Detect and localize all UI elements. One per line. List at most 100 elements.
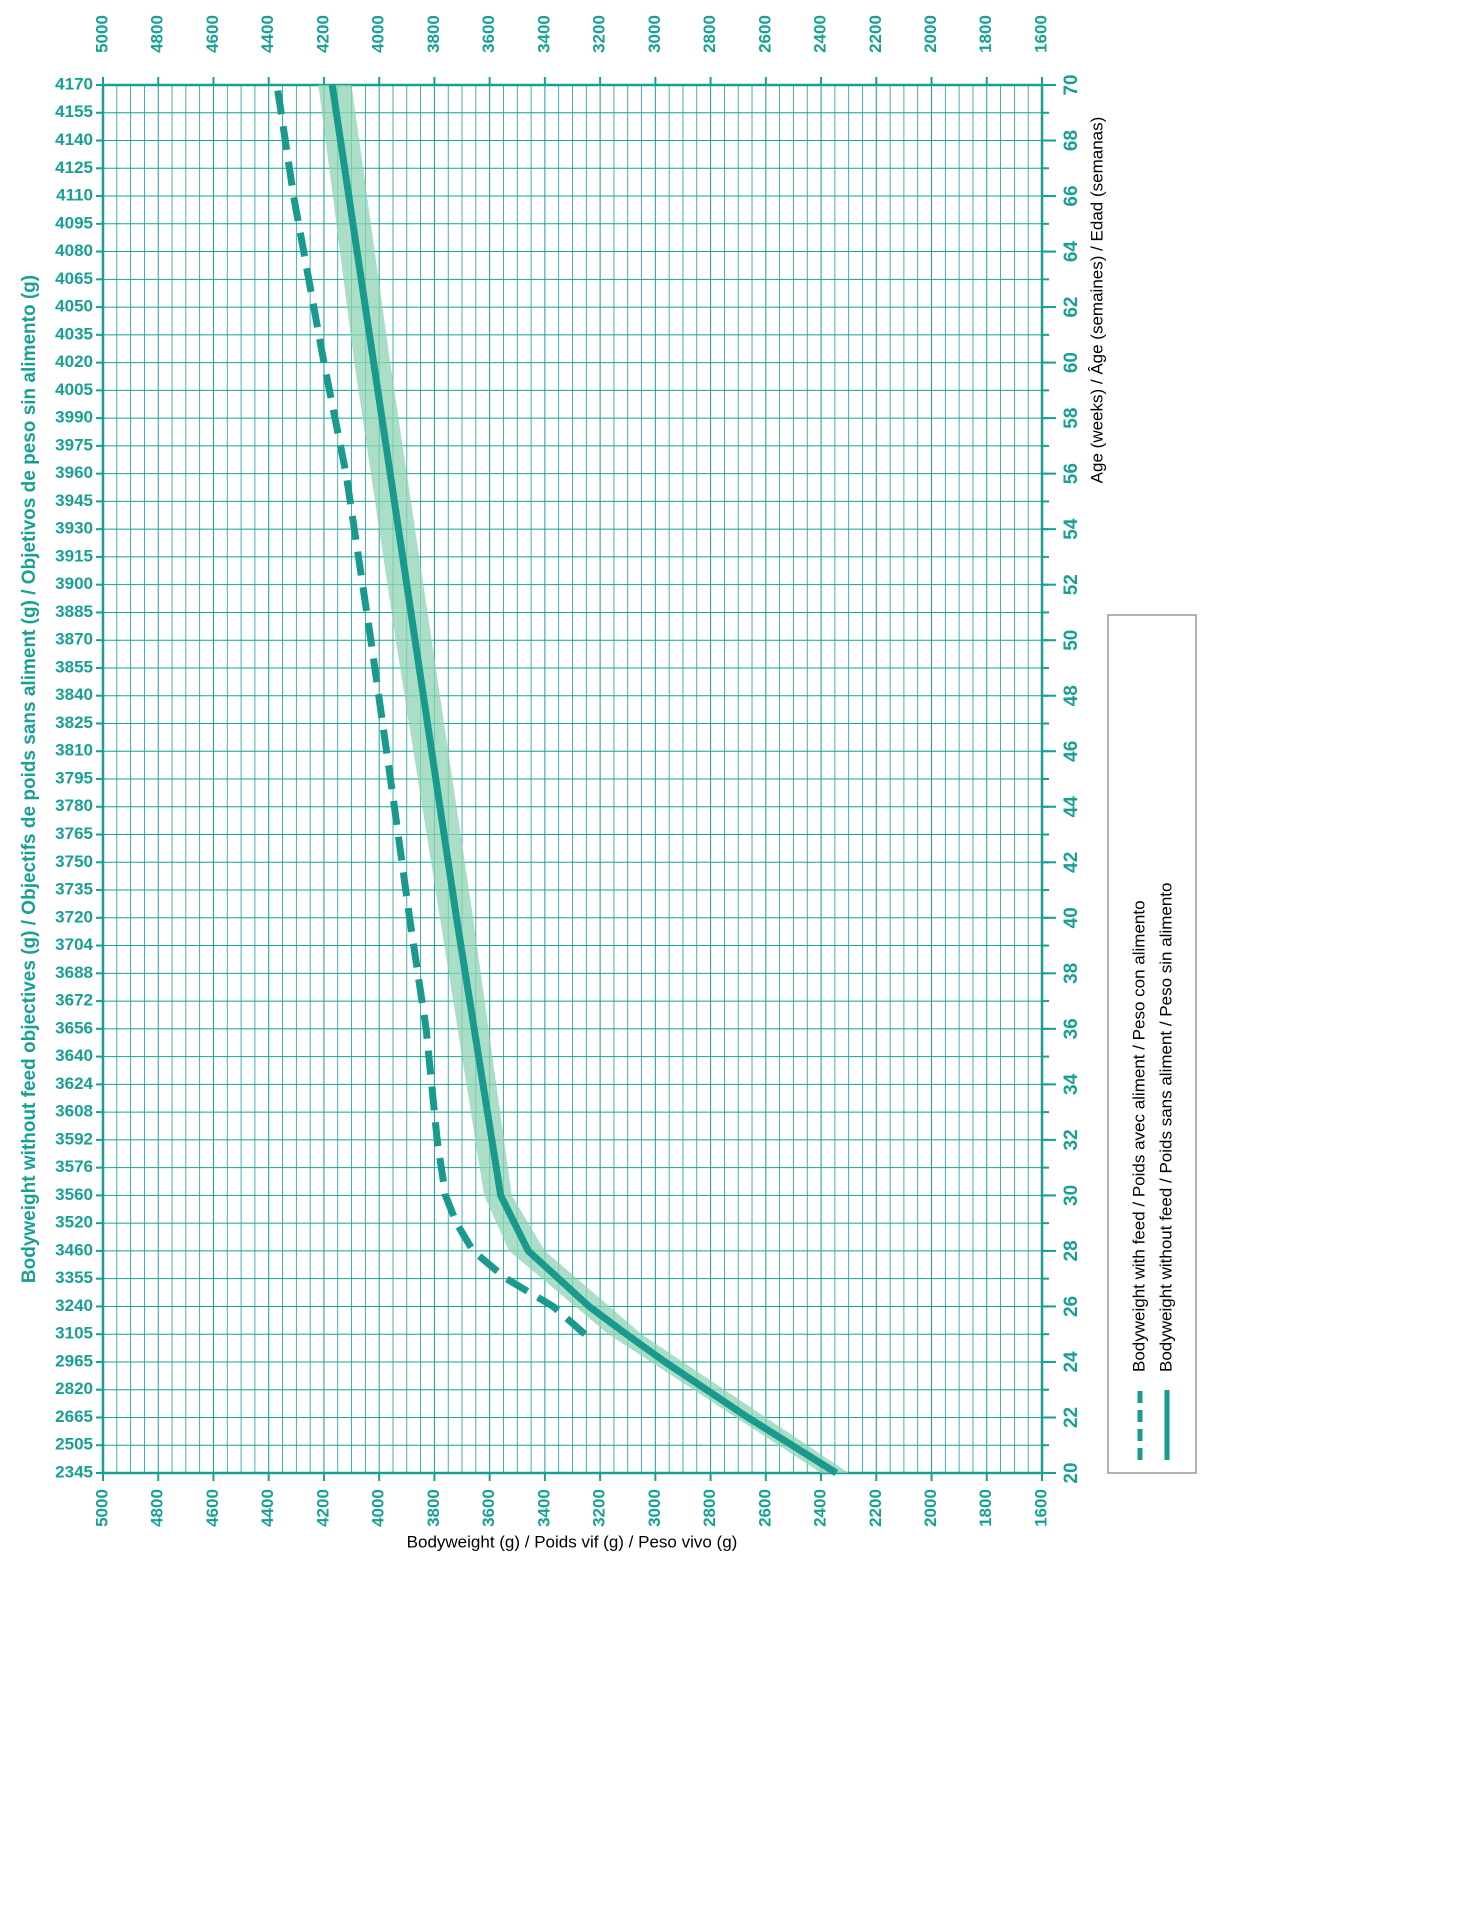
y-tick-label: 2665 (55, 1407, 93, 1426)
y2-tick-label: 56 (1061, 463, 1082, 484)
legend-label: Bodyweight with feed / Poids avec alimen… (1129, 900, 1148, 1372)
x-tick-label-top: 4400 (258, 15, 277, 53)
legend-box (1107, 614, 1197, 1474)
x-tick-label-top: 4600 (203, 15, 222, 53)
y-tick-label: 3780 (55, 796, 93, 815)
x-tick-label-bottom: 4200 (313, 1489, 332, 1527)
y-tick-label: 4035 (55, 324, 93, 343)
y-tick-label: 3704 (55, 935, 93, 954)
y-tick-label: 3640 (55, 1046, 93, 1065)
y-axis-label: Bodyweight without feed objectives (g) /… (19, 275, 40, 1283)
y2-tick-label: 28 (1061, 1240, 1082, 1261)
y2-tick-label: 64 (1061, 241, 1082, 263)
y-tick-label: 3688 (55, 963, 93, 982)
y-tick-label: 3945 (55, 491, 93, 510)
y-tick-label: 2505 (55, 1435, 93, 1454)
y-tick-label: 3720 (55, 907, 93, 926)
x-tick-label-bottom: 3800 (424, 1489, 443, 1527)
line (328, 84, 839, 1476)
x-tick-label-bottom: 5000 (92, 1489, 111, 1527)
y-tick-label: 3900 (55, 574, 93, 593)
y2-axis-label: Age (weeks) / Âge (semaines) / Edad (sem… (1087, 117, 1106, 484)
x-tick-label-top: 3000 (645, 15, 664, 53)
x-tick-label-top: 4800 (148, 15, 167, 53)
y2-tick-label: 66 (1061, 185, 1082, 206)
x-tick-label-bottom: 1600 (1031, 1489, 1050, 1527)
y-tick-label: 3656 (55, 1018, 93, 1037)
x-tick-label-top: 1800 (976, 15, 995, 53)
y2-tick-label: 32 (1061, 1129, 1082, 1150)
y-tick-label: 3240 (55, 1296, 93, 1315)
y2-tick-label: 30 (1061, 1185, 1082, 1206)
x-tick-label-bottom: 3000 (645, 1489, 664, 1527)
y2-tick-label: 70 (1061, 74, 1082, 95)
y2-tick-label: 26 (1061, 1296, 1082, 1317)
y-tick-label: 4140 (55, 130, 93, 149)
y-tick-label: 3576 (55, 1157, 93, 1176)
y-tick-label: 4050 (55, 297, 93, 316)
y-tick-label: 3870 (55, 630, 93, 649)
x-tick-label-top: 5000 (92, 15, 111, 53)
x-tick-label-bottom: 2000 (921, 1489, 940, 1527)
x-tick-label-bottom: 3400 (534, 1489, 553, 1527)
y-tick-label: 4020 (55, 352, 93, 371)
y-tick-label: 3975 (55, 435, 93, 454)
y-tick-label: 4095 (55, 213, 93, 232)
legend-label: Bodyweight without feed / Poids sans ali… (1156, 883, 1175, 1373)
x-tick-label-top: 3400 (534, 15, 553, 53)
y2-tick-label: 60 (1061, 352, 1082, 373)
y-tick-label: 3624 (55, 1074, 93, 1093)
x-axis-label: Bodyweight (g) / Poids vif (g) / Peso vi… (407, 1532, 738, 1551)
x-tick-label-bottom: 2800 (700, 1489, 719, 1527)
x-tick-label-top: 2800 (700, 15, 719, 53)
y-tick-label: 3355 (55, 1268, 93, 1287)
y2-tick-label: 48 (1061, 685, 1082, 706)
y-tick-label: 4080 (55, 241, 93, 260)
y-tick-label: 3460 (55, 1240, 93, 1259)
range-band (318, 85, 849, 1473)
x-tick-label-top: 1600 (1031, 15, 1050, 53)
y-tick-label: 4125 (55, 158, 93, 177)
y-tick-label: 3840 (55, 685, 93, 704)
y-tick-label: 3105 (55, 1324, 93, 1343)
y-tick-label: 3885 (55, 602, 93, 621)
y2-tick-label: 40 (1061, 907, 1082, 928)
x-tick-label-bottom: 4600 (203, 1489, 222, 1527)
y2-tick-label: 22 (1061, 1407, 1082, 1428)
y2-tick-label: 44 (1061, 796, 1082, 818)
y-tick-label: 2345 (55, 1462, 93, 1481)
y-tick-label: 4155 (55, 102, 93, 121)
x-tick-label-bottom: 4000 (369, 1489, 388, 1527)
x-tick-label-top: 4200 (313, 15, 332, 53)
x-tick-label-top: 2200 (866, 15, 885, 53)
plot-frame (101, 83, 1044, 1475)
y-tick-label: 3750 (55, 852, 93, 871)
x-tick-label-bottom: 2400 (811, 1489, 830, 1527)
y-tick-label: 3560 (55, 1185, 93, 1204)
y-tick-label: 3608 (55, 1102, 93, 1121)
y2-tick-label: 36 (1061, 1018, 1082, 1039)
y-tick-label: 3915 (55, 546, 93, 565)
x-tick-label-top: 2000 (921, 15, 940, 53)
y2-tick-label: 42 (1061, 852, 1082, 873)
y-tick-label: 2965 (55, 1351, 93, 1370)
y-tick-label: 3672 (55, 991, 93, 1010)
y-tick-label: 3825 (55, 713, 93, 732)
y-tick-label: 3765 (55, 824, 93, 843)
x-tick-label-bottom: 4400 (258, 1489, 277, 1527)
y2-tick-label: 68 (1061, 130, 1082, 151)
y2-tick-label: 46 (1061, 741, 1082, 762)
x-tick-label-bottom: 3600 (479, 1489, 498, 1527)
y-tick-label: 3855 (55, 657, 93, 676)
x-tick-label-top: 2600 (755, 15, 774, 53)
x-tick-label-top: 4000 (369, 15, 388, 53)
dashed-line (273, 84, 588, 1337)
x-tick-label-bottom: 2600 (755, 1489, 774, 1527)
y2-tick-label: 38 (1061, 963, 1082, 984)
y-tick-label: 2820 (55, 1379, 93, 1398)
y2-tick-label: 54 (1061, 518, 1082, 540)
x-tick-label-top: 2400 (811, 15, 830, 53)
x-tick-label-bottom: 2200 (866, 1489, 885, 1527)
y2-tick-label: 50 (1061, 630, 1082, 651)
